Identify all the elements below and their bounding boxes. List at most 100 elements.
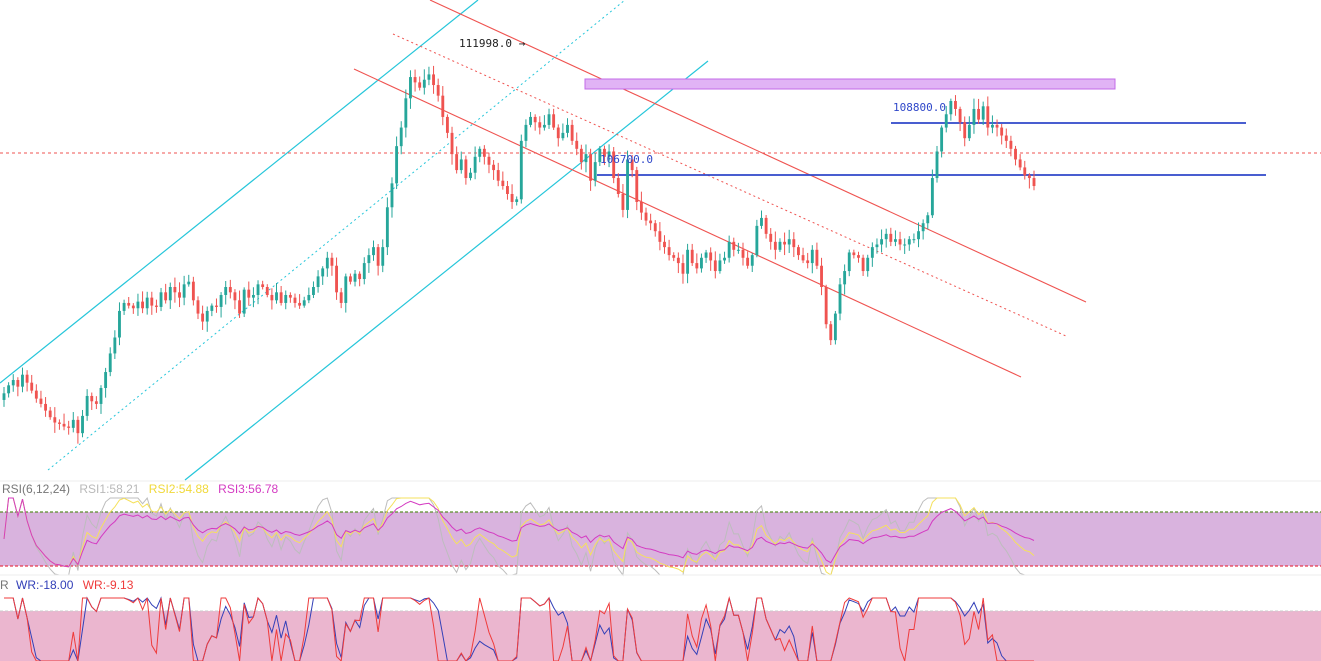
wr-legend-wr1: WR:-18.00 [16, 578, 74, 592]
candle-body [857, 255, 860, 258]
candle [21, 367, 24, 393]
candle-body [556, 127, 560, 139]
candle [1014, 145, 1017, 166]
candle [806, 252, 810, 269]
supply-zone[interactable] [584, 78, 1116, 90]
candle-body [806, 260, 810, 264]
candle [25, 370, 29, 392]
candle-body [663, 241, 666, 248]
candle [145, 291, 149, 315]
candle [727, 235, 731, 263]
candle-body [783, 241, 787, 245]
candle [801, 247, 805, 264]
candle [478, 146, 482, 163]
candle [981, 101, 985, 125]
resistance-label: 108800.0 [893, 101, 946, 114]
candle-body [506, 186, 509, 194]
candle-body [552, 114, 556, 128]
candle-body [118, 310, 121, 338]
candle-body [981, 106, 985, 120]
candle [658, 222, 662, 251]
candle-body [432, 74, 435, 86]
candle [556, 124, 560, 147]
candle-body [39, 398, 43, 404]
candle-body [907, 239, 911, 245]
candle-body [362, 263, 366, 280]
rsi-pane[interactable] [0, 480, 1321, 577]
wr-pane[interactable] [0, 574, 1321, 661]
candle-body [53, 417, 57, 423]
candle-body [99, 387, 103, 404]
candle [561, 123, 565, 141]
candle [34, 384, 38, 403]
candle [205, 306, 209, 332]
candle [307, 287, 311, 304]
candle-body [944, 114, 948, 128]
candle-body [935, 151, 939, 179]
candle [141, 291, 144, 314]
candle [838, 277, 842, 321]
candle-body [695, 263, 699, 269]
candle-body [441, 95, 445, 117]
candle-body [339, 292, 343, 303]
candle-body [686, 249, 690, 274]
candle [986, 96, 990, 136]
candle-body [459, 159, 463, 171]
candle [713, 251, 717, 279]
candle [690, 243, 694, 266]
candle-body [612, 151, 616, 179]
candle [118, 302, 121, 346]
candle-body [399, 127, 403, 147]
candle [182, 275, 186, 306]
candle-body [810, 249, 814, 264]
candle-body [1014, 148, 1017, 160]
candle [552, 108, 556, 130]
candle-body [21, 374, 24, 387]
candle-body [2, 393, 6, 400]
candle [436, 78, 440, 102]
candle [760, 210, 763, 229]
candle [270, 288, 274, 310]
candle-body [182, 284, 186, 298]
candle-body [579, 148, 583, 163]
candle [792, 232, 796, 258]
wr-line-2 [4, 596, 1034, 661]
candle-body [358, 273, 362, 280]
candle [67, 420, 71, 435]
candle [778, 238, 782, 252]
candle-body [478, 148, 482, 157]
candle [261, 280, 265, 290]
candle [441, 86, 445, 126]
candle-body [330, 257, 334, 266]
candle [884, 228, 888, 248]
candle [935, 145, 939, 183]
candle-body [104, 372, 108, 388]
candle [612, 147, 616, 184]
candle [224, 280, 228, 305]
candle [247, 281, 251, 306]
candle [358, 271, 362, 287]
candle-body [67, 426, 71, 428]
candle [875, 238, 879, 254]
candle [312, 281, 315, 299]
candle-body [681, 263, 685, 274]
candle [579, 144, 583, 170]
candle [108, 347, 112, 377]
candle-body [884, 233, 888, 240]
candle [972, 98, 976, 134]
candle [810, 245, 814, 274]
candle [459, 151, 463, 174]
candle [422, 69, 426, 95]
candle-body [127, 302, 131, 306]
candle-body [210, 305, 214, 311]
candle [178, 282, 181, 308]
candle-body [977, 108, 981, 120]
candle [94, 396, 98, 410]
candle [700, 253, 703, 273]
candle [570, 119, 574, 145]
candle-body [335, 265, 338, 293]
rsi-legend-rsi2: RSI2:54.88 [148, 482, 209, 496]
candle-body [797, 247, 800, 256]
candle-body [173, 287, 177, 293]
